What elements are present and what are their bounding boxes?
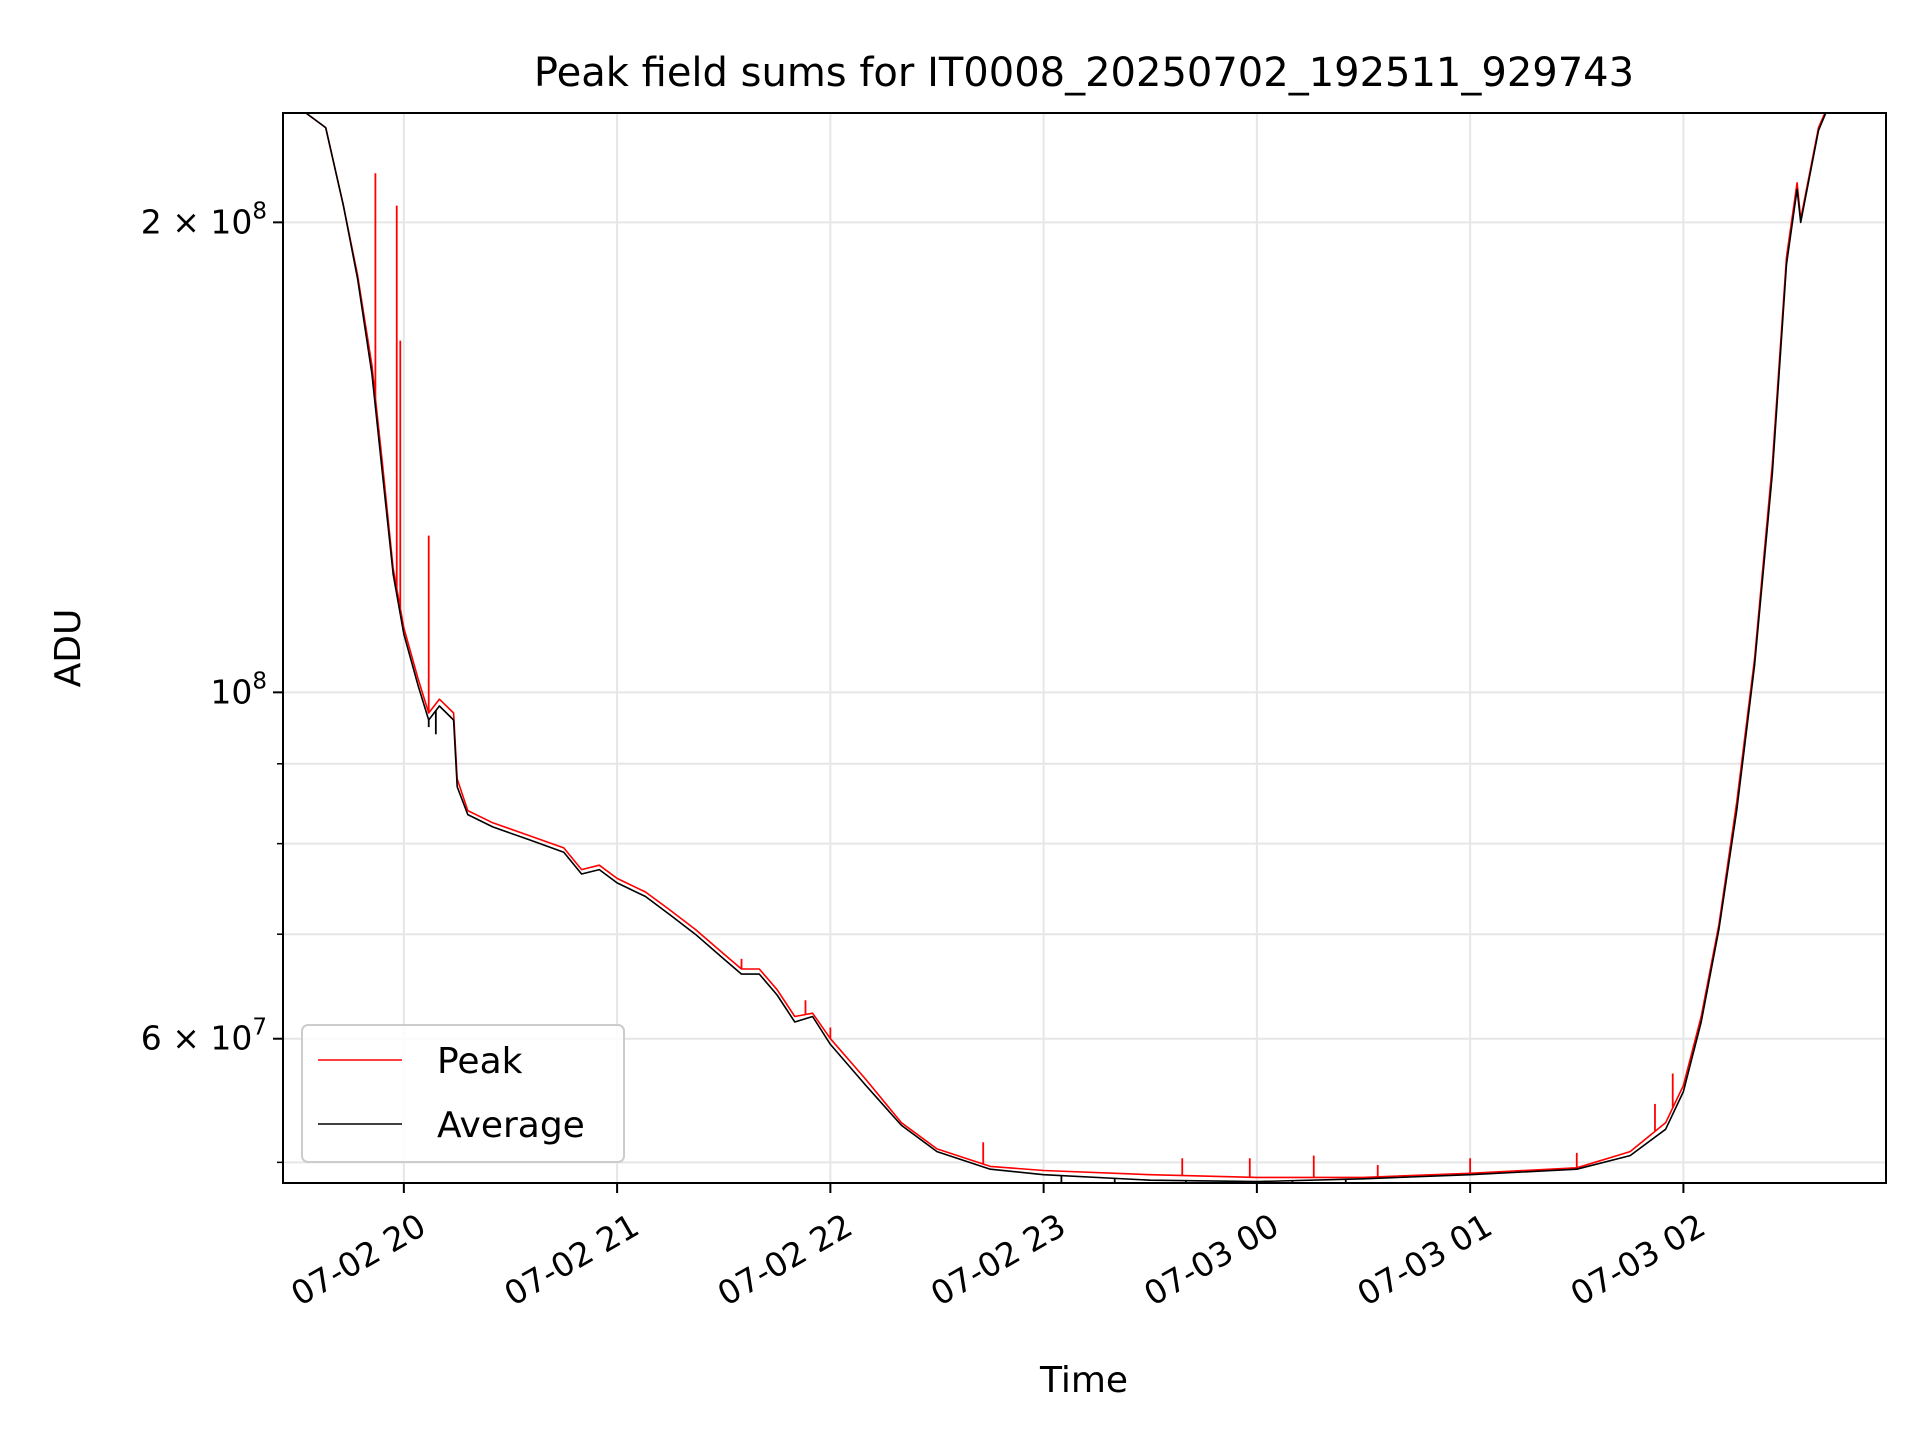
- y-axis-label: ADU: [48, 609, 89, 688]
- series-line-peak: [304, 113, 1826, 1179]
- legend-label-average: Average: [437, 1105, 585, 1146]
- plot-frame: [282, 112, 1887, 1184]
- x-tick-label: 07-02 23: [924, 1206, 1072, 1314]
- x-axis: 07-02 20 07-02 21 07-02 22 07-02 23 07-03 00…: [284, 1183, 1712, 1314]
- x-tick-label: 07-02 22: [711, 1206, 859, 1314]
- y-tick-label: 2 × 108: [141, 198, 267, 241]
- legend: Peak Average: [301, 1024, 625, 1163]
- chart-title: Peak field sums for IT0008_20250702_1925…: [534, 50, 1634, 96]
- x-axis-label: Time: [1039, 1360, 1128, 1401]
- x-tick-label: 07-02 20: [284, 1206, 432, 1314]
- x-tick-label: 07-03 00: [1137, 1206, 1285, 1314]
- y-axis: 108 2 × 108 6 × 107: [141, 198, 283, 1164]
- x-tick-label: 07-03 02: [1564, 1206, 1712, 1314]
- series-line-average: [304, 113, 1827, 1183]
- legend-label-peak: Peak: [437, 1041, 523, 1082]
- grid: [283, 113, 1886, 1183]
- y-tick-label: 108: [210, 668, 267, 711]
- y-tick-label: 6 × 107: [141, 1015, 267, 1058]
- plot-area: [304, 113, 1827, 1183]
- x-tick-label: 07-02 21: [498, 1206, 646, 1314]
- x-tick-label: 07-03 01: [1351, 1206, 1499, 1314]
